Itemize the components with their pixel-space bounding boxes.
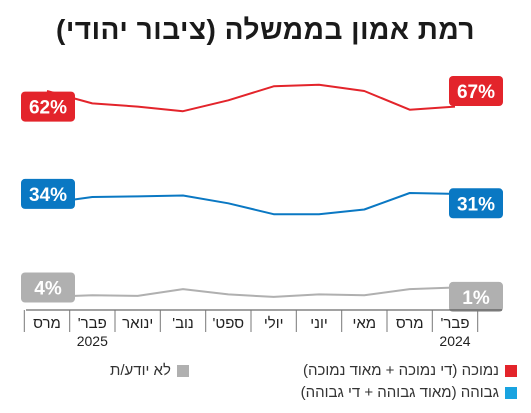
legend-swatch-high [505,386,517,399]
x-tick-label: יולי [264,315,284,332]
x-tick-label: פבר' [441,315,470,332]
svg-text:67%: 67% [457,82,495,103]
svg-text:4%: 4% [34,279,62,300]
data-label-high-end: 31% [449,188,503,219]
series-line-high [46,192,456,216]
legend-label-dontknow: לא יודע/ת [110,362,171,379]
legend-swatch-low [505,364,517,377]
x-year-label: 2025 [77,333,108,349]
data-label-high-start: 34% [21,178,75,209]
data-label-dk-end: 1% [449,281,503,312]
legend-item-dontknow: לא יודע/ת [110,362,189,379]
data-label-low-start: 62% [21,91,75,122]
svg-text:1%: 1% [462,288,490,309]
x-tick-label: מאי [352,315,376,332]
svg-text:31%: 31% [457,194,495,215]
x-tick-label: יוני [310,315,328,332]
x-tick-label: מרס [396,315,424,332]
x-tick-label: מרס [33,315,61,332]
x-tick-label: ספט' [213,315,245,332]
legend-item-low: נמוכה (די נמוכה + מאוד נמוכה) [303,362,517,379]
svg-text:62%: 62% [29,98,67,119]
legend-label-high: גבוהה (מאוד גבוהה + די גבוהה) [300,384,499,401]
legend-label-low: נמוכה (די נמוכה + מאוד נמוכה) [303,362,499,379]
chart-title: רמת אמון בממשלה (ציבור יהודי) [56,14,475,45]
svg-text:34%: 34% [29,185,67,206]
x-year-label: 2024 [439,333,470,349]
series-line-low [46,83,456,113]
x-tick-label: ינואר [122,315,153,332]
data-label-dk-start: 4% [21,272,75,303]
data-label-low-end: 67% [449,76,503,106]
x-tick-label: פבר' [78,315,107,332]
series-line-dk [46,286,456,298]
legend-swatch-dontknow [176,364,189,377]
legend-item-high: גבוהה (מאוד גבוהה + די גבוהה) [301,384,517,401]
x-tick-label: נוב' [172,315,194,332]
